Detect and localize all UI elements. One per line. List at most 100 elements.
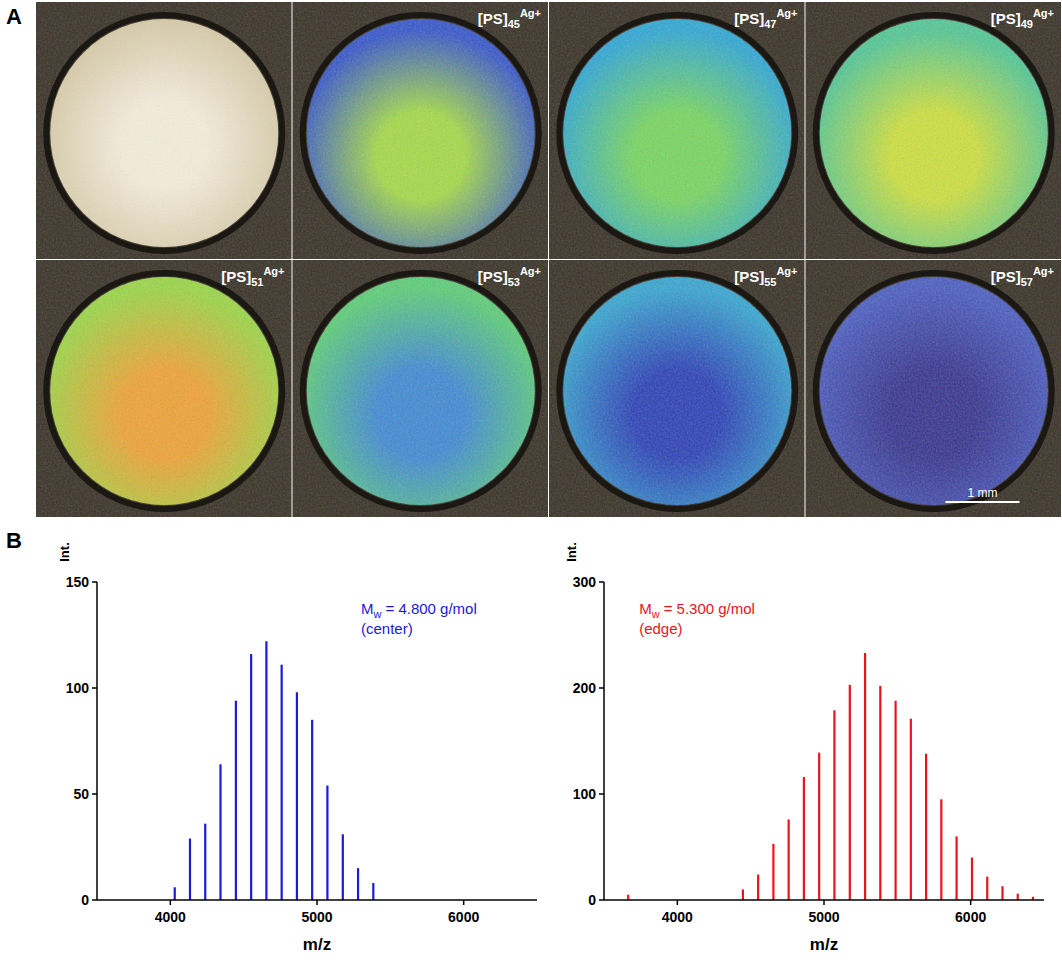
peak [372, 883, 374, 900]
y-axis [96, 582, 98, 900]
annotation-main: M [361, 600, 374, 617]
ion-label-sub: 45 [508, 18, 520, 30]
ion-label-main: [PS] [478, 268, 508, 285]
y-tick [599, 687, 604, 689]
ion-image: [PS]51Ag+ [36, 260, 292, 517]
spot-intensity [50, 277, 278, 505]
pixel-texture [563, 277, 791, 505]
image-background [36, 260, 292, 517]
ion-label-main: [PS] [221, 268, 251, 285]
y-tick-label: 0 [81, 892, 89, 908]
peak [971, 858, 973, 900]
ion-label: [PS]51Ag+ [221, 265, 284, 288]
x-tick [677, 900, 679, 905]
peak [833, 710, 835, 900]
peak [235, 701, 237, 900]
scale-bar-label: 1 mm [968, 486, 998, 500]
image-texture [549, 260, 805, 517]
spot-intensity [307, 19, 535, 247]
panel-label: A [6, 4, 22, 29]
peak [281, 665, 283, 900]
y-tick-label: 50 [73, 786, 89, 802]
y-tick [599, 899, 604, 901]
peak [849, 685, 851, 900]
spot-rim [816, 15, 1052, 251]
x-axis-title: m/z [303, 935, 331, 954]
peak [1001, 886, 1003, 900]
spectrum-chart: 0100200300400050006000m/zInt.Mw= 5.300 g… [564, 542, 1044, 954]
image-background [36, 2, 292, 259]
image-background [806, 2, 1062, 259]
pixel-texture [307, 19, 535, 247]
ion-label-sup: Ag+ [1033, 265, 1054, 277]
peak [757, 875, 759, 900]
x-tick-label: 5000 [808, 909, 839, 925]
peak [189, 839, 191, 900]
ion-label-sub: 55 [764, 276, 776, 288]
image-texture [36, 260, 292, 517]
ion-label-main: [PS] [734, 10, 764, 27]
pixel-texture [50, 277, 278, 505]
x-tick [170, 900, 172, 905]
peak [357, 868, 359, 900]
annotation-note: (center) [361, 620, 413, 637]
image-texture [36, 2, 292, 259]
peak [894, 701, 896, 900]
peak [772, 844, 774, 900]
peaks [628, 653, 1033, 900]
spot-rim [46, 273, 282, 509]
y-tick [599, 793, 604, 795]
ion-image: [PS]47Ag+ [549, 2, 805, 259]
spot-rim [303, 273, 539, 509]
image-texture [806, 260, 1062, 517]
ion-label: [PS]53Ag+ [478, 265, 541, 288]
peak [925, 754, 927, 900]
optical-image [36, 2, 292, 259]
y-tick [92, 793, 97, 795]
peak [627, 895, 629, 900]
x-tick-label: 5000 [301, 909, 332, 925]
spot-intensity [50, 19, 278, 247]
ion-label-sub: 53 [508, 276, 520, 288]
spot-rim [559, 273, 795, 509]
spot-rim [559, 15, 795, 251]
ion-label: [PS]47Ag+ [734, 7, 797, 30]
peak [250, 654, 252, 900]
peak [940, 799, 942, 900]
y-tick-label: 300 [573, 574, 597, 590]
y-tick-label: 200 [573, 680, 597, 696]
image-texture [293, 2, 549, 259]
y-tick [599, 581, 604, 583]
x-tick-label: 6000 [448, 909, 479, 925]
ion-label-sup: Ag+ [776, 265, 797, 277]
image-background [293, 2, 549, 259]
spot-intensity [563, 19, 791, 247]
ion-label: [PS]55Ag+ [734, 265, 797, 288]
x-tick [316, 900, 318, 905]
spot-intensity [563, 277, 791, 505]
x-tick [463, 900, 465, 905]
x-tick [823, 900, 825, 905]
ion-label-main: [PS] [478, 10, 508, 27]
peak [955, 836, 957, 900]
peak [265, 641, 267, 900]
ion-label-sub: 49 [1021, 18, 1033, 30]
y-axis-title: Int. [564, 542, 579, 562]
peak [879, 686, 881, 900]
ion-label-sup: Ag+ [520, 7, 541, 19]
ion-label-sup: Ag+ [1033, 7, 1054, 19]
pixel-texture [50, 19, 278, 247]
image-texture [293, 260, 549, 517]
x-tick-label: 4000 [155, 909, 186, 925]
ion-image: [PS]45Ag+ [293, 2, 549, 259]
y-tick-label: 100 [573, 786, 597, 802]
peak [864, 653, 866, 900]
ion-label-sub: 57 [1021, 276, 1033, 288]
ion-label-sub: 47 [764, 18, 776, 30]
peak [1017, 894, 1019, 900]
ion-label-main: [PS] [734, 268, 764, 285]
y-tick [92, 899, 97, 901]
image-background [549, 260, 805, 517]
ion-image: [PS]55Ag+ [549, 260, 805, 517]
y-tick-label: 100 [66, 680, 90, 696]
